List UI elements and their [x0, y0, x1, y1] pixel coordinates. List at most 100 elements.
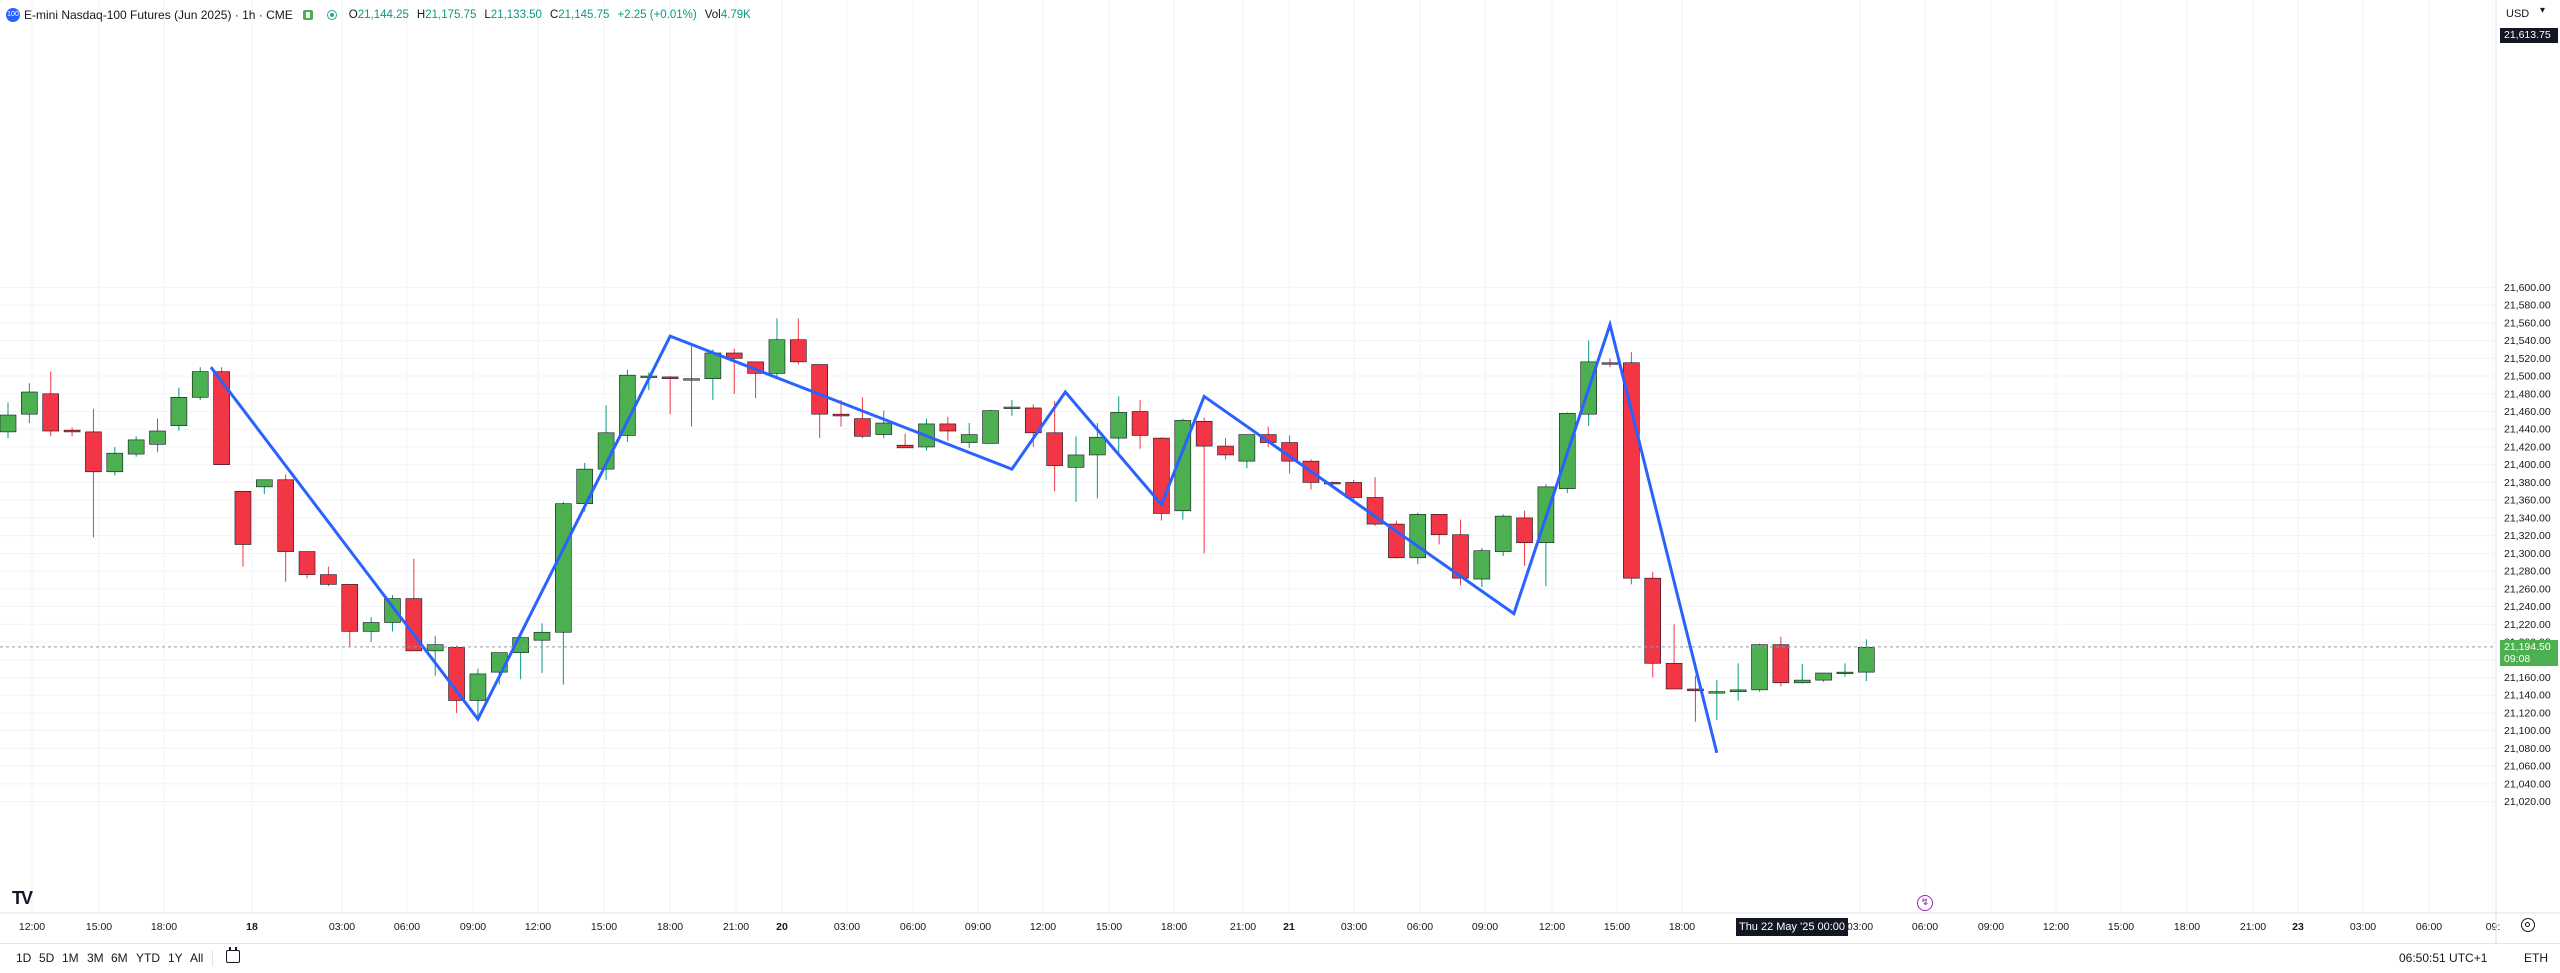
candle-body	[725, 352, 743, 359]
candle-up	[362, 617, 380, 642]
time-tick-label: 09:	[2486, 921, 2501, 933]
range-1m[interactable]: 1M	[62, 951, 79, 965]
price-tick-label: 21,140.00	[2504, 690, 2551, 702]
candle-body	[213, 371, 230, 465]
symbol-title[interactable]: E-mini Nasdaq-100 Futures (Jun 2025) · 1…	[24, 8, 293, 22]
candle-body	[704, 352, 722, 380]
candle-down	[1665, 624, 1683, 690]
zigzag-line	[209, 319, 1719, 754]
close-value: C21,145.75	[549, 9, 610, 21]
gear-icon[interactable]	[2521, 918, 2535, 932]
price-tick-label: 21,360.00	[2504, 495, 2551, 507]
candle-body	[149, 430, 166, 445]
time-tick-label: 06:00	[1407, 921, 1433, 933]
candle-down	[661, 376, 679, 415]
candle-body	[960, 434, 978, 443]
price-tick-label: 21,220.00	[2504, 619, 2551, 631]
time-tick-label: 18:00	[2174, 921, 2200, 933]
candle-up	[1751, 643, 1768, 692]
candle-body	[384, 598, 401, 623]
chevron-down-icon[interactable]: ▾	[2540, 5, 2546, 16]
price-tick-label: 21,340.00	[2504, 512, 2551, 524]
time-tick-label: 09:00	[1472, 921, 1498, 933]
price-tick-label: 21,440.00	[2504, 424, 2551, 436]
candle-down	[1772, 636, 1790, 687]
price-tick-label: 21,240.00	[2504, 601, 2551, 613]
candle-up	[1836, 663, 1854, 677]
candle-down	[811, 364, 828, 439]
candle-body	[790, 339, 807, 363]
candle-up	[384, 595, 401, 632]
flag-icon[interactable]	[302, 10, 313, 20]
price-tick-label: 21,480.00	[2504, 388, 2551, 400]
candle-body	[896, 444, 914, 449]
toolbar-divider	[212, 950, 213, 966]
candle-up	[170, 387, 188, 432]
candle-body	[21, 391, 38, 415]
candle-body	[1131, 411, 1149, 436]
candle-up	[0, 402, 17, 439]
time-tick-label: 03:00	[1341, 921, 1367, 933]
candle-body	[1708, 691, 1726, 694]
candle-up	[512, 633, 529, 680]
time-tick-label: 23	[2292, 921, 2304, 933]
session-toggle[interactable]: ETH	[2524, 951, 2548, 965]
tradingview-logo-icon[interactable]: TV	[12, 888, 33, 908]
candle-body	[1836, 671, 1854, 674]
time-tick-label: 21	[1283, 921, 1295, 933]
candle-down	[448, 645, 465, 713]
candle-body	[1516, 517, 1533, 544]
clock-readout[interactable]: 06:50:51 UTC+1	[2399, 951, 2488, 965]
candle-down	[42, 371, 60, 437]
price-tick-label: 21,320.00	[2504, 530, 2551, 542]
candle-up	[256, 479, 273, 494]
candle-down	[1623, 352, 1640, 585]
currency-selector[interactable]: USD	[2506, 8, 2530, 20]
candle-up	[106, 446, 124, 476]
range-6m[interactable]: 6M	[111, 951, 128, 965]
candle-up	[21, 383, 38, 424]
change-value: +2.25 (+0.01%)	[617, 9, 697, 21]
candle-body	[1089, 436, 1106, 456]
range-3m[interactable]: 3M	[87, 951, 104, 965]
time-tick-label: 15:00	[1604, 921, 1630, 933]
time-tick-label: 06:00	[2416, 921, 2442, 933]
range-5d[interactable]: 5D	[39, 951, 55, 965]
candle-up	[597, 405, 615, 480]
candle-up	[1067, 436, 1085, 502]
candle-body	[1644, 577, 1662, 664]
lightning-icon[interactable]: ↯	[1917, 895, 1933, 911]
price-tick-label: 21,420.00	[2504, 441, 2551, 453]
candle-up	[619, 369, 636, 442]
time-tick-label: 12:00	[1030, 921, 1056, 933]
candle-body	[1238, 434, 1256, 462]
candlestick-chart[interactable]: 21,600.00 21,580.00 21,560.00 21,540.00 21,5…	[0, 0, 2560, 943]
candle-up	[1729, 663, 1747, 701]
price-tick-label: 21,460.00	[2504, 406, 2551, 418]
price-tick-label: 21,260.00	[2504, 583, 2551, 595]
candle-body	[683, 378, 700, 381]
candle-body	[854, 418, 871, 437]
candle-down	[234, 490, 252, 567]
candle-body	[256, 479, 273, 488]
range-1d[interactable]: 1D	[16, 951, 32, 965]
range-1y[interactable]: 1Y	[168, 951, 183, 965]
candle-down	[1281, 435, 1298, 474]
range-ytd[interactable]: YTD	[136, 951, 160, 965]
time-tick-label: 15:00	[1096, 921, 1122, 933]
candle-down	[298, 551, 316, 579]
candle-down	[63, 427, 81, 437]
price-tick-label: 21,520.00	[2504, 353, 2551, 365]
candle-body	[1815, 672, 1832, 681]
candle-body	[875, 422, 893, 435]
candle-down	[1687, 675, 1704, 722]
calendar-icon[interactable]	[226, 947, 240, 963]
candle-up	[191, 367, 209, 400]
market-status-icon[interactable]	[326, 10, 337, 20]
candle-up	[1238, 434, 1256, 469]
time-tick-label: 06:00	[394, 921, 420, 933]
candle-body	[1046, 432, 1063, 466]
range-all[interactable]: All	[190, 951, 204, 965]
candle-up	[1110, 396, 1128, 456]
candle-body	[533, 631, 551, 641]
